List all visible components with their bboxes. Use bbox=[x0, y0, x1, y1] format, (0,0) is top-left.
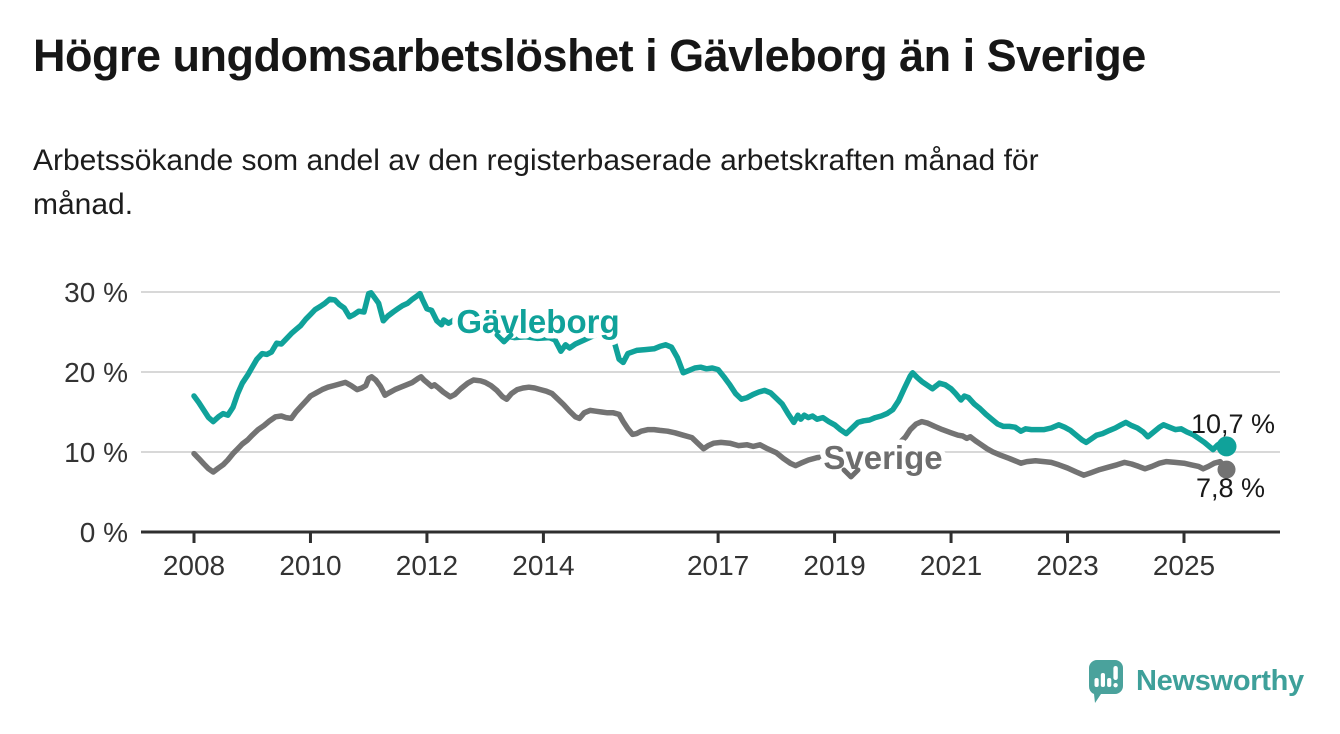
y-tick-label-30: 30 % bbox=[64, 277, 128, 308]
x-tick-label-2023: 2023 bbox=[1036, 550, 1098, 581]
chart-subtitle-line-2: månad. bbox=[33, 188, 134, 221]
gavleborg-series-label-halo: Gävleborg bbox=[456, 303, 619, 340]
sverige-series-label: Sverige bbox=[823, 439, 942, 476]
sverige-end-value-label: 7,8 % bbox=[1196, 473, 1265, 503]
gavleborg-line bbox=[191, 290, 1230, 453]
x-tick-label-2019: 2019 bbox=[803, 550, 865, 581]
x-tick-label-2012: 2012 bbox=[396, 550, 458, 581]
gavleborg-label-caret-icon bbox=[494, 332, 514, 345]
x-tick-label-2025: 2025 bbox=[1153, 550, 1215, 581]
x-tick-label-2010: 2010 bbox=[279, 550, 341, 581]
x-tick-label-2008: 2008 bbox=[163, 550, 225, 581]
sverige-label-caret-icon bbox=[841, 467, 861, 480]
gavleborg-end-value-label: 10,7 % bbox=[1191, 409, 1275, 439]
gavleborg-series-label: Gävleborg bbox=[456, 303, 619, 340]
x-tick-label-2014: 2014 bbox=[512, 550, 574, 581]
sverige-line bbox=[191, 374, 1230, 478]
y-tick-label-0: 0 % bbox=[80, 517, 128, 548]
x-tick-label-2021: 2021 bbox=[920, 550, 982, 581]
y-tick-label-20: 20 % bbox=[64, 357, 128, 388]
sverige-series-label-halo: Sverige bbox=[823, 439, 942, 476]
gavleborg-end-dot bbox=[1216, 436, 1237, 457]
page-title: Högre ungdomsarbetslöshet i Gävleborg än… bbox=[33, 30, 1146, 81]
bar-chart-speech-bubble-icon bbox=[1088, 660, 1123, 703]
y-tick-label-10: 10 % bbox=[64, 437, 128, 468]
newsworthy-wordmark: Newsworthy bbox=[1136, 664, 1304, 697]
sverige-end-dot bbox=[1217, 460, 1236, 479]
newsworthy-logo: Newsworthy bbox=[1086, 658, 1304, 704]
chart-subtitle: Arbetssökande som andel av den registerb… bbox=[33, 139, 1253, 227]
chart-subtitle-line-1: Arbetssökande som andel av den registerb… bbox=[33, 144, 1039, 177]
x-tick-label-2017: 2017 bbox=[687, 550, 749, 581]
